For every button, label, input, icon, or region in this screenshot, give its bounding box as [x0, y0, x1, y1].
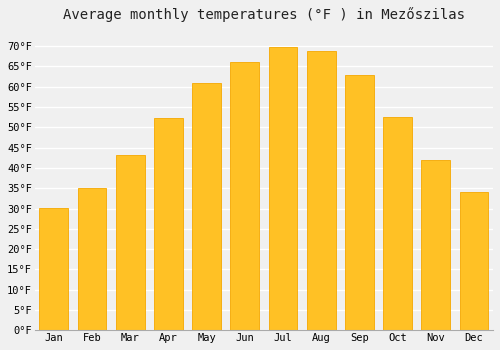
- Title: Average monthly temperatures (°F ) in Mezőszilas: Average monthly temperatures (°F ) in Me…: [63, 7, 465, 22]
- Bar: [460, 192, 488, 330]
- Bar: [422, 160, 450, 330]
- Bar: [383, 117, 412, 330]
- Bar: [78, 188, 106, 330]
- Bar: [116, 154, 144, 330]
- Bar: [307, 51, 336, 330]
- Bar: [230, 62, 259, 330]
- Bar: [268, 47, 298, 330]
- Bar: [40, 208, 68, 330]
- Bar: [192, 83, 221, 330]
- Bar: [154, 118, 182, 330]
- Bar: [345, 75, 374, 330]
